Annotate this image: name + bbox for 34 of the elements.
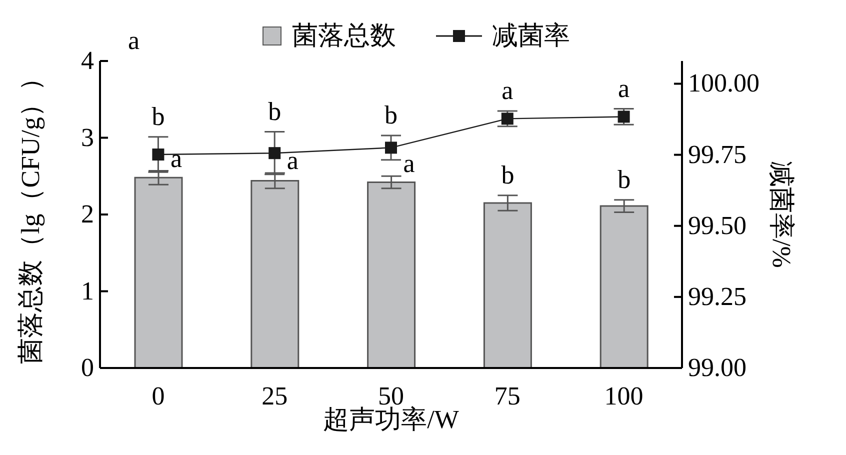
y2-tick-label: 100.00 bbox=[688, 68, 760, 98]
y-tick-label: 0 bbox=[81, 353, 94, 382]
x-tick-label: 100 bbox=[604, 381, 644, 410]
data-label: b bbox=[618, 164, 631, 194]
y2-tick-label: 99.00 bbox=[688, 353, 746, 382]
data-label: a bbox=[403, 149, 416, 178]
text: a bbox=[128, 26, 140, 56]
y2-tick-label: 99.50 bbox=[688, 210, 746, 240]
point bbox=[618, 110, 630, 123]
y-axis-title: 菌落总数（lg（CFU/g）） bbox=[16, 64, 46, 364]
y-tick-label: 3 bbox=[81, 122, 94, 152]
data-label: a bbox=[618, 74, 630, 103]
legend-label: 减菌率 bbox=[492, 20, 570, 52]
data-label: b bbox=[152, 102, 165, 132]
data-label: b bbox=[268, 96, 282, 126]
y2-axis-title: 减菌率/% bbox=[766, 161, 796, 268]
y-tick-label: 4 bbox=[81, 46, 94, 75]
x-tick-label: 25 bbox=[262, 381, 288, 410]
data-label: a bbox=[502, 76, 514, 106]
y2-tick-label: 99.75 bbox=[688, 140, 746, 169]
y2-tick-label: 99.25 bbox=[688, 282, 746, 311]
point bbox=[501, 112, 514, 125]
x-tick-label: 75 bbox=[494, 381, 520, 410]
y-tick-label: 1 bbox=[81, 276, 94, 306]
x-axis-title: 超声功率/W bbox=[323, 405, 460, 434]
point bbox=[152, 148, 164, 161]
legend-label: 菌落总数 bbox=[292, 20, 396, 52]
point bbox=[268, 147, 281, 160]
y-tick-label: 2 bbox=[81, 200, 94, 228]
point bbox=[385, 142, 397, 154]
x-tick-label: 0 bbox=[152, 381, 165, 410]
data-label: a bbox=[286, 146, 299, 176]
data-label: b bbox=[501, 160, 514, 190]
data-label: b bbox=[384, 100, 398, 130]
